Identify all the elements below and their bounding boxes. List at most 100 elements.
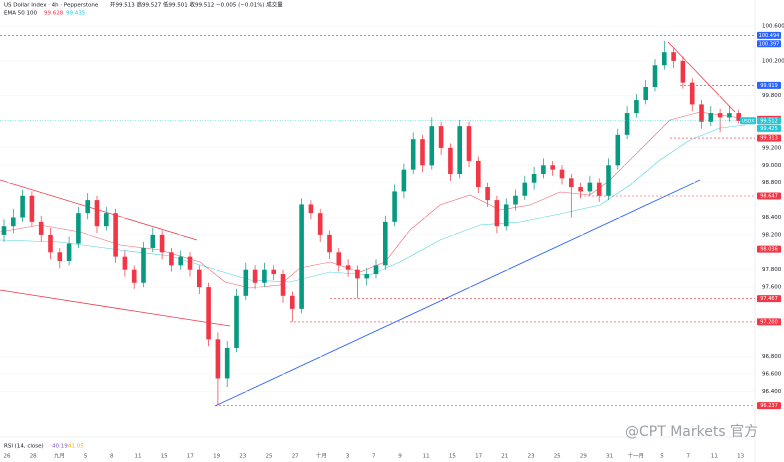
candle-body xyxy=(550,165,555,170)
candle-body xyxy=(85,200,90,214)
candle-body xyxy=(429,126,435,166)
price-box xyxy=(757,124,781,132)
price-box-label: 100.397 xyxy=(759,41,780,47)
candle-body xyxy=(578,187,583,192)
candle-body xyxy=(420,139,425,166)
x-tick-label: 11 xyxy=(423,454,430,460)
x-tick-label: 3 xyxy=(346,454,350,460)
y-tick-label: 98.400 xyxy=(762,215,782,221)
candle-body xyxy=(466,126,472,161)
candle-body xyxy=(615,134,621,166)
price-box xyxy=(757,318,781,326)
candle-body xyxy=(364,274,369,279)
candle-body xyxy=(299,204,304,309)
candle-body xyxy=(76,213,81,244)
candle-body xyxy=(559,169,565,179)
price-box xyxy=(757,295,781,303)
price-box xyxy=(757,40,781,48)
x-tick-label: 26 xyxy=(4,454,11,460)
x-tick-label: 23 xyxy=(239,454,246,460)
y-tick-label: 98.200 xyxy=(762,232,782,238)
candle-body xyxy=(122,256,128,270)
y-tick-label: 96.800 xyxy=(762,354,782,360)
x-tick-label: 9 xyxy=(398,454,402,460)
x-tick-label: 5 xyxy=(660,454,664,460)
x-tick-label: 25 xyxy=(266,454,273,460)
candle-body xyxy=(596,182,602,196)
x-tick-label: 5 xyxy=(84,454,88,460)
x-tick-label: 31 xyxy=(606,454,613,460)
candle-body xyxy=(727,113,732,118)
candle-body xyxy=(606,165,611,196)
candle-body xyxy=(689,82,695,105)
x-tick-label: 十月 xyxy=(316,452,327,460)
candle-body xyxy=(150,234,156,248)
indicator-value: 99.628 xyxy=(44,11,64,17)
y-tick-label: 97.600 xyxy=(762,285,782,291)
x-tick-label: 13 xyxy=(737,454,744,460)
candle-body xyxy=(197,269,202,288)
candle-body xyxy=(11,217,16,227)
symbol-label: USDX xyxy=(742,118,755,124)
candle-body xyxy=(680,60,686,83)
candle-body xyxy=(104,213,109,227)
x-tick-label: 17 xyxy=(187,454,194,460)
resistance-trendline xyxy=(667,41,736,113)
candle-body xyxy=(113,213,118,257)
candle-body xyxy=(159,234,165,253)
candle-body xyxy=(131,269,137,283)
rsi-value: 41.05 xyxy=(68,444,84,450)
candle-body xyxy=(290,295,295,309)
candle-body xyxy=(169,252,174,266)
candle-body xyxy=(29,195,35,222)
candle-body xyxy=(410,139,416,170)
rsi-value: 40.19 xyxy=(52,444,68,450)
candle-body xyxy=(243,269,249,296)
candle-body xyxy=(522,182,528,196)
candle-body xyxy=(327,234,332,253)
price-box-label: 100.494 xyxy=(759,33,780,39)
candle-body xyxy=(187,256,193,270)
candle-body xyxy=(457,126,462,174)
y-tick-label: 97.800 xyxy=(762,267,782,273)
y-tick-label: 96.400 xyxy=(762,389,782,395)
candle-body xyxy=(345,265,351,270)
price-box-label: 97.467 xyxy=(760,296,778,302)
candle-body xyxy=(206,287,211,340)
y-tick-label: 98.800 xyxy=(762,180,782,186)
price-box-label: 99.919 xyxy=(760,83,778,89)
price-box-label: 98.647 xyxy=(760,194,778,200)
candle-body xyxy=(736,113,741,121)
x-tick-label: 8 xyxy=(110,454,114,460)
x-tick-label: 27 xyxy=(292,454,299,460)
candle-body xyxy=(448,147,453,174)
y-tick-label: 99.200 xyxy=(762,145,782,151)
x-tick-label: 15 xyxy=(449,454,456,460)
x-tick-label: 29 xyxy=(580,454,587,460)
candle-body xyxy=(224,348,230,379)
last-price-box xyxy=(757,117,781,125)
candle-body xyxy=(503,204,509,227)
candle-body xyxy=(48,234,53,253)
candle-body xyxy=(20,195,25,218)
watermark: @CPT Markets 官方 xyxy=(625,424,758,440)
price-box xyxy=(757,134,781,142)
x-tick-label: 23 xyxy=(528,454,535,460)
candle-body xyxy=(531,174,537,183)
x-tick-label: 7 xyxy=(372,454,376,460)
candle-body xyxy=(643,87,648,101)
price-box xyxy=(757,402,781,410)
symbol-box xyxy=(740,117,756,125)
candle-body xyxy=(624,113,630,135)
x-tick-label: 19 xyxy=(213,454,220,460)
y-tick-label: 100.200 xyxy=(762,58,784,64)
ohlc-text: 开99.513 高99.527 低99.501 收99.512 −0.005 (… xyxy=(110,1,283,9)
y-tick-label: 99.800 xyxy=(762,93,782,99)
x-tick-label: 十一月 xyxy=(628,452,645,460)
price-box-label: 96.237 xyxy=(760,403,778,409)
x-tick-label: 17 xyxy=(475,454,482,460)
candle-body xyxy=(57,252,63,261)
candle-body xyxy=(308,204,314,214)
x-tick-label: 11 xyxy=(135,454,142,460)
